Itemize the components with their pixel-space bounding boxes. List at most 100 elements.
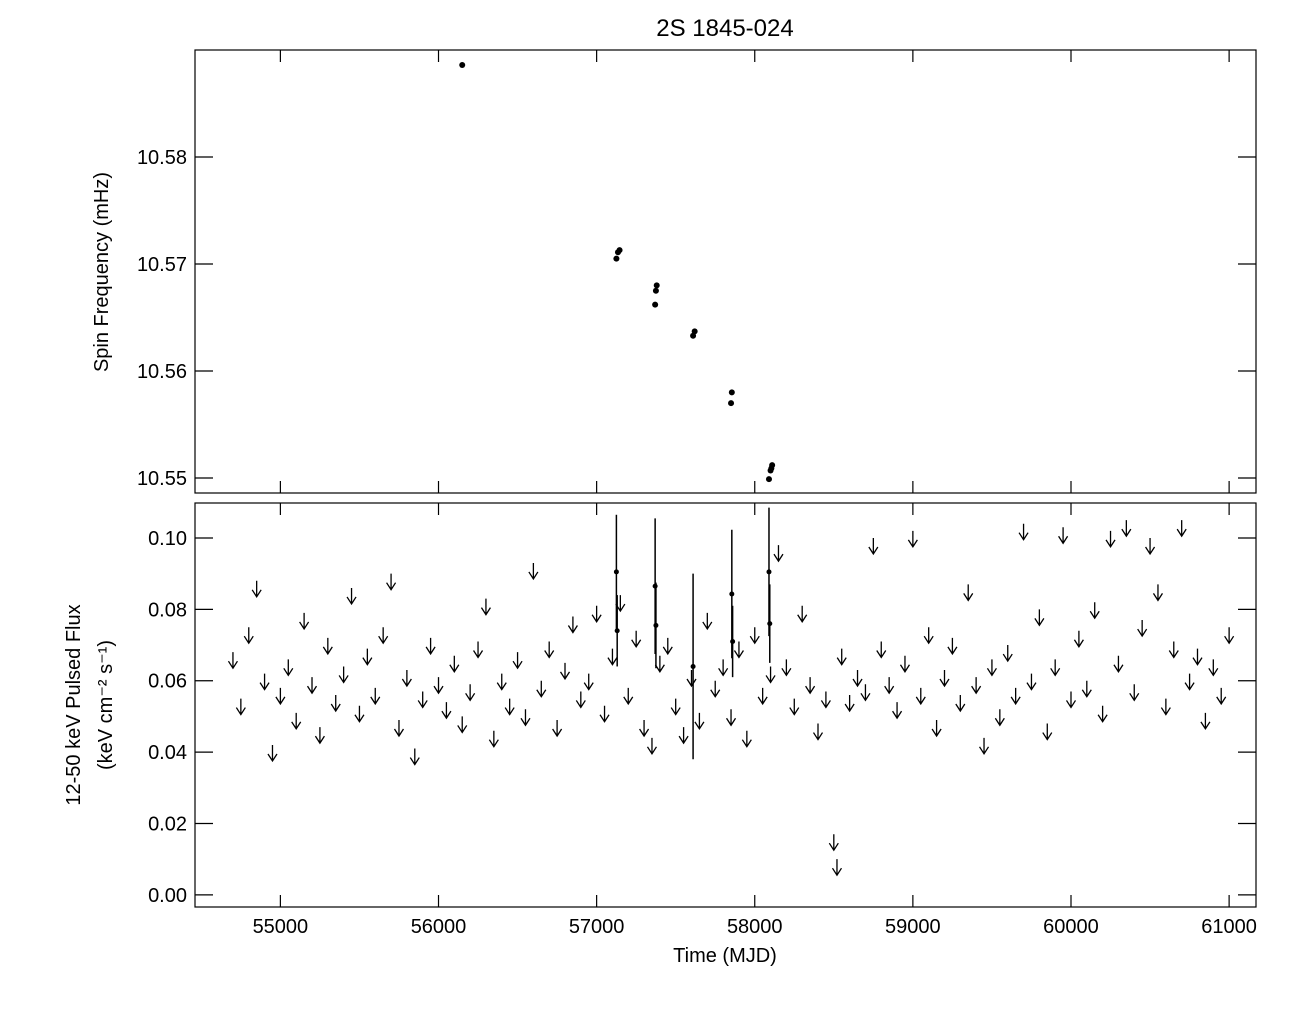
upper-limit-arrow bbox=[947, 637, 958, 656]
upper-limit-arrow bbox=[852, 670, 863, 688]
upper-limit-arrow bbox=[1042, 723, 1053, 741]
upper-limit-arrow bbox=[678, 727, 689, 745]
upper-limit-arrow bbox=[733, 641, 744, 659]
upper-limit-arrow bbox=[559, 662, 571, 681]
y-tick-label: 10.58 bbox=[137, 147, 187, 169]
upper-limit-arrow bbox=[646, 737, 658, 756]
upper-limit-arrow bbox=[939, 670, 950, 688]
upper-limit-arrow bbox=[1176, 520, 1187, 538]
upper-limit-arrow bbox=[386, 573, 397, 591]
upper-limit-arrow bbox=[686, 670, 697, 688]
upper-limit-arrow bbox=[299, 612, 310, 631]
data-point bbox=[728, 389, 735, 396]
upper-limit-arrow bbox=[718, 659, 729, 677]
y-axis-label: (keV cm⁻² s⁻¹) bbox=[95, 640, 117, 770]
upper-limit-arrow bbox=[639, 719, 650, 738]
upper-limit-arrow bbox=[1065, 691, 1077, 709]
y-tick-label: 0.06 bbox=[148, 671, 187, 693]
upper-limit-arrow bbox=[820, 691, 831, 709]
data-point bbox=[730, 638, 736, 644]
upper-limit-arrow bbox=[797, 605, 808, 623]
upper-limit-arrow bbox=[781, 659, 792, 677]
upper-limit-arrow bbox=[362, 648, 373, 666]
data-point bbox=[652, 287, 659, 294]
upper-limit-arrow bbox=[805, 677, 816, 695]
upper-limit-arrow bbox=[773, 545, 784, 563]
x-tick-label: 57000 bbox=[569, 916, 625, 938]
upper-limit-arrow bbox=[725, 709, 737, 727]
upper-limit-arrow bbox=[1058, 527, 1069, 545]
upper-limit-arrow bbox=[330, 695, 341, 713]
data-point bbox=[728, 400, 735, 407]
y-tick-label: 10.56 bbox=[137, 361, 187, 383]
upper-limit-arrow bbox=[488, 730, 499, 748]
x-tick-label: 55000 bbox=[253, 916, 309, 938]
x-tick-label: 60000 bbox=[1043, 916, 1099, 938]
y-tick-label: 10.57 bbox=[137, 254, 187, 276]
upper-limit-arrow bbox=[417, 691, 428, 709]
upper-limit-arrow bbox=[1152, 584, 1164, 602]
upper-limit-arrow bbox=[441, 702, 452, 720]
upper-limit-arrow bbox=[480, 598, 491, 616]
data-point bbox=[766, 569, 772, 575]
upper-limit-arrow bbox=[757, 687, 768, 706]
upper-limit-arrow bbox=[354, 705, 365, 723]
upper-limit-arrow bbox=[1010, 687, 1021, 706]
upper-limit-arrow bbox=[401, 670, 412, 688]
data-point bbox=[613, 569, 619, 575]
upper-limit-arrow bbox=[496, 673, 507, 691]
upper-limit-arrow bbox=[583, 673, 594, 691]
upper-limit-arrow bbox=[607, 648, 618, 666]
upper-limit-arrow bbox=[1129, 684, 1140, 702]
upper-limit-arrow bbox=[251, 580, 262, 599]
plot-frame bbox=[194, 49, 1257, 494]
upper-limit-arrow bbox=[1137, 620, 1148, 638]
upper-limit-arrow bbox=[465, 684, 476, 702]
data-point bbox=[459, 61, 466, 68]
upper-limit-arrow bbox=[1208, 659, 1219, 677]
upper-limit-arrow bbox=[1097, 705, 1108, 723]
y-axis-label: 12-50 keV Pulsed Flux bbox=[63, 604, 85, 805]
upper-limit-arrow bbox=[235, 698, 246, 716]
upper-limit-arrow bbox=[899, 655, 911, 673]
upper-limit-arrow bbox=[275, 687, 286, 706]
upper-limit-arrow bbox=[892, 702, 903, 720]
upper-limit-arrow bbox=[504, 698, 515, 716]
upper-limit-arrow bbox=[836, 648, 847, 666]
data-point bbox=[767, 621, 773, 627]
upper-limit-arrow bbox=[283, 659, 294, 677]
data-point bbox=[765, 476, 772, 483]
chart-title: 2S 1845-024 bbox=[656, 15, 793, 42]
data-point bbox=[691, 328, 698, 335]
upper-limit-arrow bbox=[449, 655, 460, 673]
upper-limit-arrow bbox=[243, 627, 254, 645]
upper-limit-arrow bbox=[1145, 537, 1156, 556]
upper-limit-arrow bbox=[1026, 673, 1037, 691]
upper-limit-arrow bbox=[512, 652, 523, 670]
upper-limit-arrow bbox=[1168, 641, 1179, 659]
upper-limit-arrow bbox=[338, 666, 349, 684]
upper-limit-arrow bbox=[259, 673, 270, 691]
upper-limit-arrow bbox=[1200, 712, 1211, 731]
y-tick-label: 0.08 bbox=[148, 599, 187, 621]
upper-limit-arrow bbox=[662, 637, 673, 656]
upper-limit-arrow bbox=[409, 748, 420, 766]
upper-limit-arrow bbox=[963, 584, 974, 602]
y-axis-label: Spin Frequency (mHz) bbox=[91, 172, 113, 372]
upper-limit-arrow bbox=[1184, 673, 1195, 691]
upper-limit-arrow bbox=[1002, 645, 1013, 663]
data-point bbox=[690, 663, 696, 669]
upper-limit-arrow bbox=[1105, 530, 1116, 549]
upper-limit-arrow bbox=[599, 705, 610, 723]
upper-limit-arrow bbox=[370, 687, 381, 706]
upper-limit-arrow bbox=[1034, 609, 1045, 627]
upper-limit-arrow bbox=[923, 627, 934, 645]
upper-limit-arrow bbox=[915, 687, 926, 706]
upper-limit-arrow bbox=[1192, 648, 1203, 666]
upper-limit-arrow bbox=[1113, 655, 1124, 673]
upper-limit-arrow bbox=[631, 630, 642, 648]
upper-limit-arrow bbox=[931, 719, 942, 738]
data-point bbox=[729, 591, 735, 597]
x-axis-label: Time (MJD) bbox=[673, 945, 777, 967]
